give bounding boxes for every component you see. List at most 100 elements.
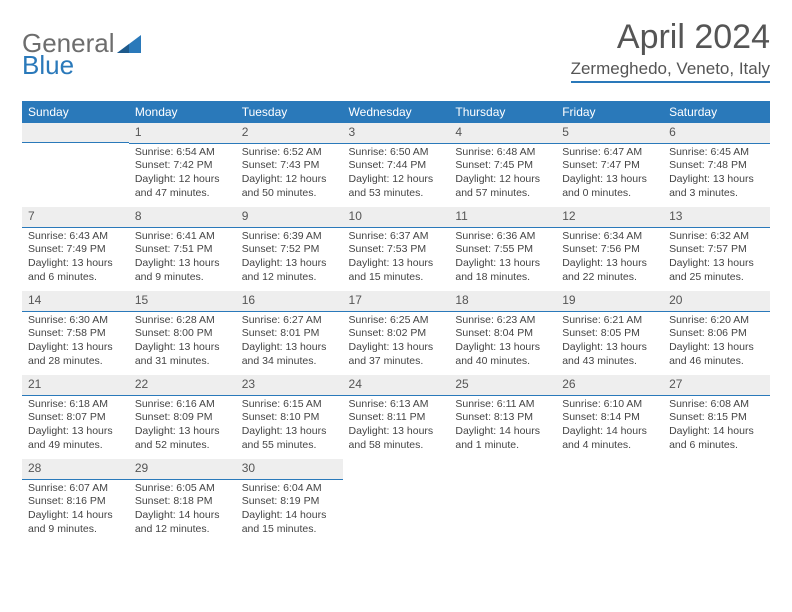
day-info: Sunrise: 6:47 AMSunset: 7:47 PMDaylight:…	[556, 144, 663, 203]
calendar-cell	[343, 459, 450, 543]
day-info: Sunrise: 6:16 AMSunset: 8:09 PMDaylight:…	[129, 396, 236, 455]
weekday-header-row: Sunday Monday Tuesday Wednesday Thursday…	[22, 101, 770, 123]
day-info: Sunrise: 6:20 AMSunset: 8:06 PMDaylight:…	[663, 312, 770, 371]
day-info: Sunrise: 6:43 AMSunset: 7:49 PMDaylight:…	[22, 228, 129, 287]
day-info: Sunrise: 6:13 AMSunset: 8:11 PMDaylight:…	[343, 396, 450, 455]
day-info: Sunrise: 6:48 AMSunset: 7:45 PMDaylight:…	[449, 144, 556, 203]
day-info: Sunrise: 6:21 AMSunset: 8:05 PMDaylight:…	[556, 312, 663, 371]
weekday-header: Saturday	[663, 101, 770, 123]
day-number: 18	[449, 291, 556, 312]
page-header: General April 2024 Zermeghedo, Veneto, I…	[22, 18, 770, 83]
calendar-cell: 3Sunrise: 6:50 AMSunset: 7:44 PMDaylight…	[343, 123, 450, 207]
calendar-cell: 2Sunrise: 6:52 AMSunset: 7:43 PMDaylight…	[236, 123, 343, 207]
calendar-cell: 1Sunrise: 6:54 AMSunset: 7:42 PMDaylight…	[129, 123, 236, 207]
day-info: Sunrise: 6:34 AMSunset: 7:56 PMDaylight:…	[556, 228, 663, 287]
day-number: 27	[663, 375, 770, 396]
weekday-header: Wednesday	[343, 101, 450, 123]
day-number: 1	[129, 123, 236, 144]
calendar-cell: 14Sunrise: 6:30 AMSunset: 7:58 PMDayligh…	[22, 291, 129, 375]
day-info: Sunrise: 6:52 AMSunset: 7:43 PMDaylight:…	[236, 144, 343, 203]
calendar-week-row: 21Sunrise: 6:18 AMSunset: 8:07 PMDayligh…	[22, 375, 770, 459]
day-info: Sunrise: 6:37 AMSunset: 7:53 PMDaylight:…	[343, 228, 450, 287]
day-info: Sunrise: 6:11 AMSunset: 8:13 PMDaylight:…	[449, 396, 556, 455]
month-title: April 2024	[571, 18, 770, 57]
weekday-header: Tuesday	[236, 101, 343, 123]
calendar-week-row: 14Sunrise: 6:30 AMSunset: 7:58 PMDayligh…	[22, 291, 770, 375]
calendar-cell: 21Sunrise: 6:18 AMSunset: 8:07 PMDayligh…	[22, 375, 129, 459]
day-info: Sunrise: 6:15 AMSunset: 8:10 PMDaylight:…	[236, 396, 343, 455]
day-number: 13	[663, 207, 770, 228]
calendar-cell: 16Sunrise: 6:27 AMSunset: 8:01 PMDayligh…	[236, 291, 343, 375]
day-number: 21	[22, 375, 129, 396]
calendar-cell: 8Sunrise: 6:41 AMSunset: 7:51 PMDaylight…	[129, 207, 236, 291]
calendar-cell: 29Sunrise: 6:05 AMSunset: 8:18 PMDayligh…	[129, 459, 236, 543]
day-info: Sunrise: 6:30 AMSunset: 7:58 PMDaylight:…	[22, 312, 129, 371]
day-info: Sunrise: 6:41 AMSunset: 7:51 PMDaylight:…	[129, 228, 236, 287]
calendar-body: 1Sunrise: 6:54 AMSunset: 7:42 PMDaylight…	[22, 123, 770, 543]
weekday-header: Sunday	[22, 101, 129, 123]
day-info: Sunrise: 6:10 AMSunset: 8:14 PMDaylight:…	[556, 396, 663, 455]
day-info: Sunrise: 6:05 AMSunset: 8:18 PMDaylight:…	[129, 480, 236, 539]
day-info: Sunrise: 6:36 AMSunset: 7:55 PMDaylight:…	[449, 228, 556, 287]
day-info: Sunrise: 6:07 AMSunset: 8:16 PMDaylight:…	[22, 480, 129, 539]
day-number: 14	[22, 291, 129, 312]
day-info: Sunrise: 6:23 AMSunset: 8:04 PMDaylight:…	[449, 312, 556, 371]
day-number: 5	[556, 123, 663, 144]
calendar-cell: 6Sunrise: 6:45 AMSunset: 7:48 PMDaylight…	[663, 123, 770, 207]
calendar-cell: 23Sunrise: 6:15 AMSunset: 8:10 PMDayligh…	[236, 375, 343, 459]
calendar-cell: 4Sunrise: 6:48 AMSunset: 7:45 PMDaylight…	[449, 123, 556, 207]
title-block: April 2024 Zermeghedo, Veneto, Italy	[571, 18, 770, 83]
day-number: 28	[22, 459, 129, 480]
day-number: 26	[556, 375, 663, 396]
calendar-cell: 19Sunrise: 6:21 AMSunset: 8:05 PMDayligh…	[556, 291, 663, 375]
day-number: 6	[663, 123, 770, 144]
day-info: Sunrise: 6:45 AMSunset: 7:48 PMDaylight:…	[663, 144, 770, 203]
day-number: 16	[236, 291, 343, 312]
day-number: 15	[129, 291, 236, 312]
calendar-week-row: 28Sunrise: 6:07 AMSunset: 8:16 PMDayligh…	[22, 459, 770, 543]
day-info: Sunrise: 6:39 AMSunset: 7:52 PMDaylight:…	[236, 228, 343, 287]
calendar-cell: 15Sunrise: 6:28 AMSunset: 8:00 PMDayligh…	[129, 291, 236, 375]
calendar-cell: 28Sunrise: 6:07 AMSunset: 8:16 PMDayligh…	[22, 459, 129, 543]
day-number: 2	[236, 123, 343, 144]
calendar-cell: 18Sunrise: 6:23 AMSunset: 8:04 PMDayligh…	[449, 291, 556, 375]
day-number: 25	[449, 375, 556, 396]
day-number: 17	[343, 291, 450, 312]
logo-triangle-icon	[117, 35, 141, 53]
brand-part2: Blue	[22, 50, 74, 81]
day-number: 7	[22, 207, 129, 228]
day-info: Sunrise: 6:04 AMSunset: 8:19 PMDaylight:…	[236, 480, 343, 539]
day-number: 8	[129, 207, 236, 228]
day-info: Sunrise: 6:28 AMSunset: 8:00 PMDaylight:…	[129, 312, 236, 371]
day-info: Sunrise: 6:08 AMSunset: 8:15 PMDaylight:…	[663, 396, 770, 455]
day-info: Sunrise: 6:18 AMSunset: 8:07 PMDaylight:…	[22, 396, 129, 455]
day-number: 23	[236, 375, 343, 396]
day-number: 24	[343, 375, 450, 396]
calendar-week-row: 1Sunrise: 6:54 AMSunset: 7:42 PMDaylight…	[22, 123, 770, 207]
calendar-table: Sunday Monday Tuesday Wednesday Thursday…	[22, 101, 770, 543]
day-number: 3	[343, 123, 450, 144]
weekday-header: Friday	[556, 101, 663, 123]
calendar-cell: 27Sunrise: 6:08 AMSunset: 8:15 PMDayligh…	[663, 375, 770, 459]
calendar-cell: 12Sunrise: 6:34 AMSunset: 7:56 PMDayligh…	[556, 207, 663, 291]
day-info: Sunrise: 6:32 AMSunset: 7:57 PMDaylight:…	[663, 228, 770, 287]
calendar-cell: 30Sunrise: 6:04 AMSunset: 8:19 PMDayligh…	[236, 459, 343, 543]
calendar-cell: 13Sunrise: 6:32 AMSunset: 7:57 PMDayligh…	[663, 207, 770, 291]
calendar-cell: 25Sunrise: 6:11 AMSunset: 8:13 PMDayligh…	[449, 375, 556, 459]
day-number: 22	[129, 375, 236, 396]
weekday-header: Thursday	[449, 101, 556, 123]
calendar-cell: 7Sunrise: 6:43 AMSunset: 7:49 PMDaylight…	[22, 207, 129, 291]
calendar-cell	[449, 459, 556, 543]
calendar-cell: 10Sunrise: 6:37 AMSunset: 7:53 PMDayligh…	[343, 207, 450, 291]
day-number: 30	[236, 459, 343, 480]
day-info: Sunrise: 6:25 AMSunset: 8:02 PMDaylight:…	[343, 312, 450, 371]
day-info: Sunrise: 6:27 AMSunset: 8:01 PMDaylight:…	[236, 312, 343, 371]
day-number: 12	[556, 207, 663, 228]
location-text: Zermeghedo, Veneto, Italy	[571, 59, 770, 83]
day-info: Sunrise: 6:50 AMSunset: 7:44 PMDaylight:…	[343, 144, 450, 203]
day-number: 29	[129, 459, 236, 480]
day-number: 19	[556, 291, 663, 312]
day-number: 20	[663, 291, 770, 312]
calendar-cell: 17Sunrise: 6:25 AMSunset: 8:02 PMDayligh…	[343, 291, 450, 375]
calendar-cell: 20Sunrise: 6:20 AMSunset: 8:06 PMDayligh…	[663, 291, 770, 375]
